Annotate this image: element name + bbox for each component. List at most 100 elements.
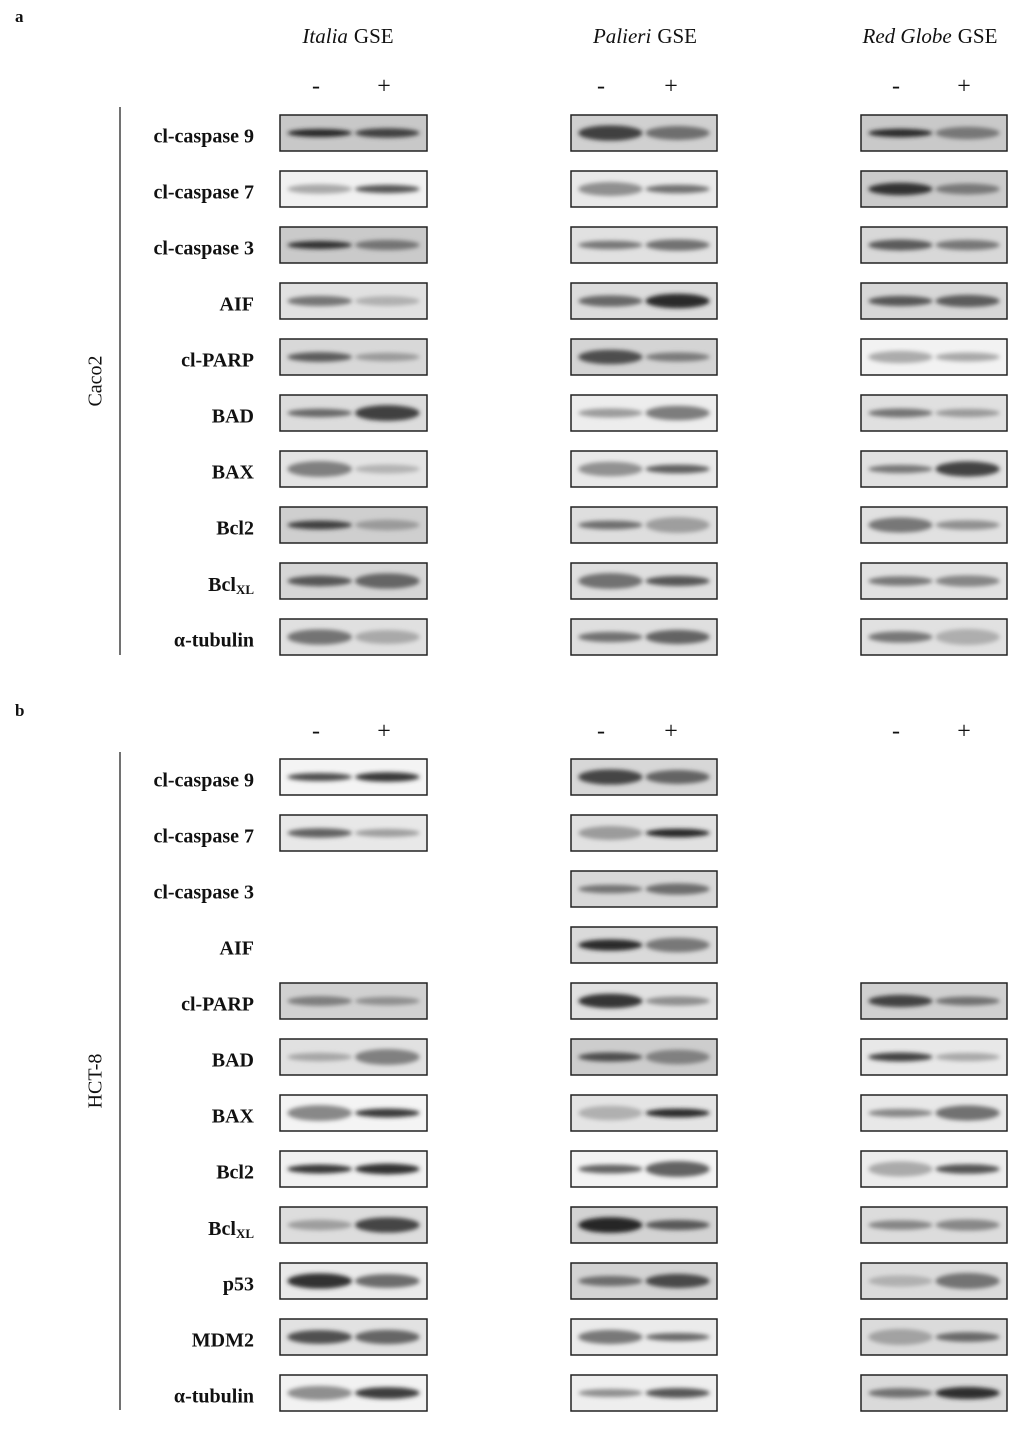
blot-frame [279, 282, 428, 320]
blot [279, 1038, 428, 1076]
treatment-sign: + [664, 719, 678, 745]
blot-frame [570, 1150, 718, 1188]
blot [279, 450, 428, 488]
protein-label-main: Bcl [208, 1218, 236, 1240]
blot [279, 618, 428, 656]
band [354, 405, 420, 421]
treatment-sign: - [312, 74, 320, 100]
blot [860, 618, 1008, 656]
band [868, 631, 933, 643]
band [287, 184, 353, 194]
blot-frame [860, 1150, 1008, 1188]
blot-frame [570, 506, 718, 544]
blot-frame [279, 1318, 428, 1356]
protein-label: cl-caspase 9 [153, 770, 254, 792]
blot [279, 1318, 428, 1356]
blot [279, 170, 428, 208]
column-header: Italia GSE [301, 24, 393, 48]
band [578, 461, 643, 477]
blot-frame [860, 114, 1008, 152]
blot-frame [570, 450, 718, 488]
band [935, 239, 1000, 251]
blot [860, 338, 1008, 376]
band [645, 239, 710, 251]
blot-frame [860, 1318, 1008, 1356]
blot-frame [279, 170, 428, 208]
blot-frame [570, 870, 718, 908]
blot [860, 562, 1008, 600]
blot [860, 114, 1008, 152]
blot-frame [860, 394, 1008, 432]
blot-frame [279, 394, 428, 432]
cell-line-label: HCT-8 [85, 1054, 107, 1109]
band [935, 294, 1000, 308]
band [578, 826, 643, 840]
band [645, 770, 710, 784]
blot [860, 282, 1008, 320]
blot [570, 282, 718, 320]
blot-frame [570, 758, 718, 796]
band [645, 352, 710, 362]
blot [279, 1150, 428, 1188]
band [287, 1105, 353, 1121]
blot [279, 1206, 428, 1244]
blot [570, 1206, 718, 1244]
blot-frame [279, 1206, 428, 1244]
band [868, 1275, 933, 1287]
blot-frame [570, 982, 718, 1020]
blot [860, 170, 1008, 208]
blot [279, 506, 428, 544]
band [354, 1329, 420, 1345]
blot-frame [279, 562, 428, 600]
band [868, 295, 933, 307]
band [645, 464, 710, 474]
extract-name: Red Globe [862, 24, 952, 48]
band [287, 773, 353, 781]
treatment-sign: - [892, 74, 900, 100]
band [578, 520, 643, 530]
blot [279, 282, 428, 320]
blot [279, 226, 428, 264]
blot-frame [860, 282, 1008, 320]
blot [570, 618, 718, 656]
blot [860, 226, 1008, 264]
band [935, 520, 1000, 530]
blot [279, 758, 428, 796]
band [287, 461, 353, 477]
band [287, 1219, 353, 1231]
blot-frame [860, 982, 1008, 1020]
blot [860, 982, 1008, 1020]
cell-line-label: Caco2 [85, 355, 107, 406]
band [935, 629, 1000, 645]
blot [860, 506, 1008, 544]
treatment-sign: - [312, 719, 320, 745]
band [935, 352, 1000, 362]
band [354, 1274, 420, 1288]
band [868, 576, 933, 586]
band [354, 1217, 420, 1233]
protein-label: AIF [220, 938, 254, 960]
blot-frame [279, 758, 428, 796]
blot-frame [570, 1318, 718, 1356]
blot-frame [860, 338, 1008, 376]
band [935, 1164, 1000, 1174]
band [287, 1052, 353, 1062]
band [578, 631, 643, 643]
blot-frame [570, 1262, 718, 1300]
band [287, 575, 353, 587]
blot-frame [279, 114, 428, 152]
blot-frame [570, 618, 718, 656]
blot [860, 1094, 1008, 1132]
protein-label: AIF [220, 294, 254, 316]
protein-label: cl-PARP [181, 350, 254, 372]
blot-frame [860, 1262, 1008, 1300]
blot [570, 1374, 718, 1412]
band [868, 182, 933, 196]
blot [279, 1374, 428, 1412]
band [935, 996, 1000, 1006]
band [287, 629, 353, 645]
band [645, 1161, 710, 1177]
band [868, 1329, 933, 1345]
blot [570, 338, 718, 376]
blot [570, 982, 718, 1020]
